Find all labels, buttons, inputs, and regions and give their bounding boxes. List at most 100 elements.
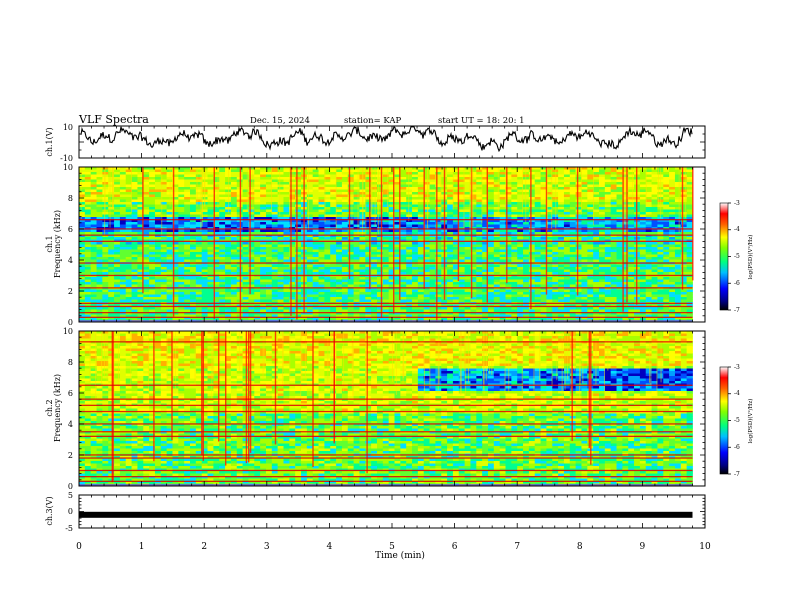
ch1-spectrogram-cell [651,202,658,205]
ch1-spectrogram-cell [423,174,430,178]
ch1-spectrogram-cell [178,169,185,173]
ch1-spectrogram-cell [400,177,407,180]
ch1-spectrogram-cell [417,254,425,258]
ch1-spectrogram-cell [353,247,360,250]
ch1-spectrogram-cell [680,247,688,250]
ch1-spectrogram-cell [575,179,582,183]
ch1-spectrogram-cell [429,222,436,225]
ch1-spectrogram-cell [195,222,203,225]
ch1-spectrogram-cell [423,249,430,253]
ch1-spectrogram-cell [178,182,185,185]
ch1-spectrogram-cell [295,282,302,285]
ch1-spectrogram-cell [248,272,255,275]
ch1-spectrogram-cell [213,172,220,175]
ch1-spectrogram-cell [242,259,249,263]
ch1-spectrogram-cell [546,254,553,258]
ch1-spectrogram-cell [149,234,156,238]
ch1-spectrogram-cell [610,174,617,178]
ch1-spectrogram-cell [639,237,647,240]
ch1-spectrogram-cell [674,172,682,175]
ch1-spectrogram-cell [423,247,430,250]
ch1-spectrogram-cell [353,217,360,220]
ch1-spectrogram-cell [470,237,477,240]
ch1-spectrogram-cell [604,212,612,215]
ch1-spectrogram-cell [388,222,395,225]
ch1-spectrogram-cell [452,269,460,273]
ch1-spectrogram-cell [376,244,384,248]
ch1-spectrogram-cell [412,257,419,260]
ch1-spectrogram-cell [347,244,354,248]
ch1-spectrogram-cell [674,277,682,280]
ch1-spectrogram-cell [312,244,319,248]
ch1-spectrogram-cell [371,187,378,190]
ch1-spectrogram-cell [353,169,360,173]
ch1-spectrogram-cell [207,244,214,248]
ch1-spectrogram-cell [213,202,220,205]
ch1-spectrogram-cell [154,182,162,185]
ch1-spectrogram-cell [172,169,179,173]
ch1-spectrogram-cell [213,169,220,173]
ch1-spectrogram-cell [336,222,343,225]
ch1-spectrogram-cell [190,242,197,245]
ch1-spectrogram-cell [610,197,617,200]
ch1-spectrogram-cell [90,234,97,238]
ch1-spectrogram-cell [523,272,530,275]
ch1-spectrogram-cell [458,222,466,225]
ch1-spectrogram-cell [593,184,600,188]
ch1-spectrogram-cell [108,234,115,238]
ch1-spectrogram-cell [540,267,547,270]
ch1-spectrogram-cell [417,234,425,238]
ch1-spectrogram-cell [312,187,319,190]
ch1-spectrogram-cell [353,184,360,188]
ch1-spectrogram-cell [336,192,343,195]
ch1-spectrogram-cell [347,272,354,275]
ch1-spectrogram-cell [119,184,127,188]
ch1-spectrogram-cell [318,264,325,268]
ch1-spectrogram-cell [639,187,647,190]
ch1-spectrogram-cell [166,224,173,228]
ch1-spectrogram-cell [499,237,506,240]
ch1-spectrogram-cell [429,214,436,218]
ch1-spectrogram-cell [669,202,676,205]
ch1-spectrogram-cell [669,264,676,268]
ch1-spectrogram-cell [400,237,407,240]
ch1-spectrogram-cell [394,259,401,263]
ch1-spectrogram-cell [254,244,261,248]
ch1-spectrogram-cell [423,272,430,275]
ch1-spectrogram-cell [160,204,168,208]
ch1-spectrogram-cell [108,224,115,228]
ch1-spectrogram-cell [534,174,541,178]
ch1-spectrogram-cell [84,182,92,185]
ch1-spectrogram-cell [137,252,144,255]
ch1-spectrogram-cell [125,264,132,268]
ch1-spectrogram-cell [248,207,255,210]
ch1-spectrogram-cell [517,237,524,240]
ch1-spectrogram-cell [295,237,302,240]
ch1-spectrogram-cell [482,192,489,195]
ch1-spectrogram-cell [423,279,430,283]
ch1-spectrogram-cell [213,272,220,275]
ch1-spectrogram-cell [306,204,314,208]
ch1-spectrogram-cell [265,187,273,190]
ch1-spectrogram-cell [160,224,168,228]
ch1-spectrogram-cell [265,207,273,210]
ch1-spectrogram-cell [283,192,290,195]
ch1-waveform-ticks [78,125,706,159]
ch1-spectrogram-cell [125,252,132,255]
ch1-spectrogram-cell [429,249,436,253]
ch1-spectrogram-cell [447,247,454,250]
ch1-spectrogram-cell [452,257,460,260]
ch1-spectrogram-cell [587,269,594,273]
ch1-spectrogram-cell [417,199,425,203]
ch1-spectrogram-cell [190,279,197,283]
ch1-spectrogram-cell [464,209,471,213]
ch1-spectrogram-cell [593,222,600,225]
ch1-spectrogram-cell [371,272,378,275]
ch1-spectrogram-cell [178,259,185,263]
ch1-spectrogram-cell [137,254,144,258]
ch1-spectrogram-cell [639,249,647,253]
ch1-spectrogram-cell [680,167,688,170]
ch1-spectrogram-cell [587,172,594,175]
ch1-spectrogram-cell [452,277,460,280]
ch1-spectrogram-cell [394,202,401,205]
